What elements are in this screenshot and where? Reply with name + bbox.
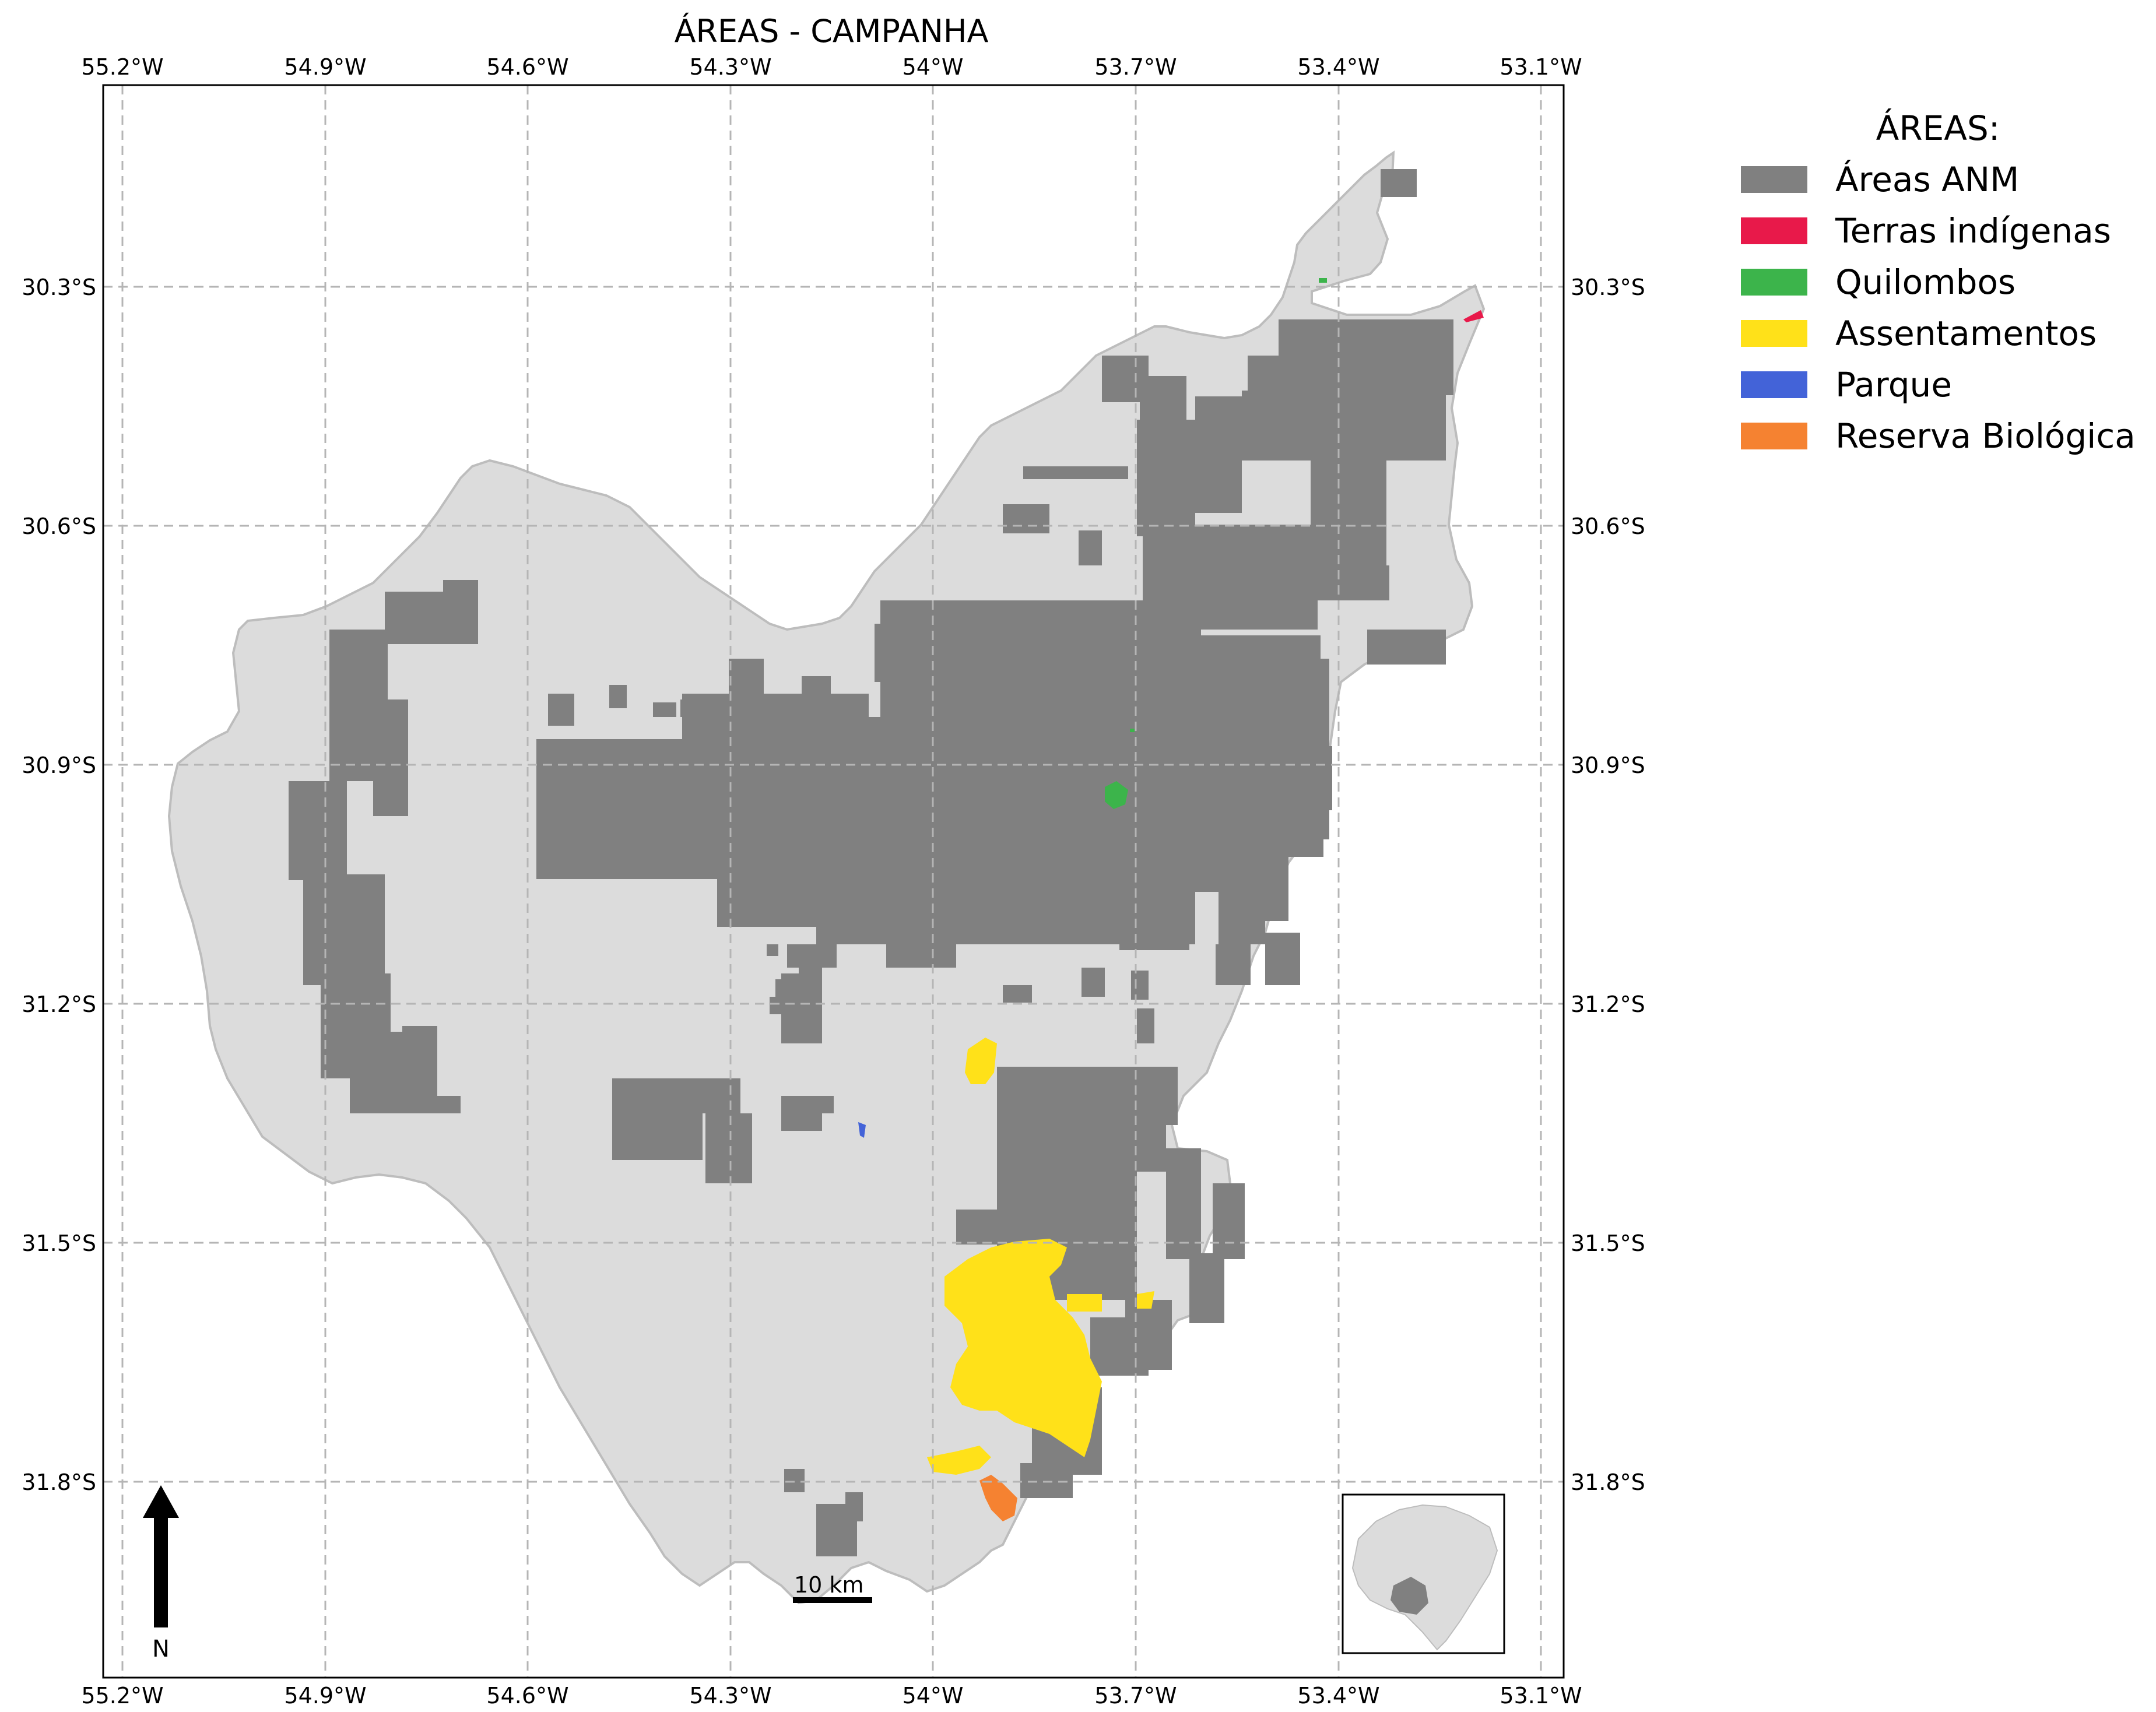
legend-item-label: Quilombos: [1835, 262, 2015, 302]
lon-tick-label: 53.1°W: [1500, 54, 1582, 80]
lat-tick-label: 31.2°S: [22, 992, 96, 1017]
scale-bar-label: 10 km: [794, 1572, 863, 1598]
lon-tick-label: 53.1°W: [1500, 1683, 1582, 1709]
north-arrow: N: [143, 1485, 179, 1662]
inset-locator-map: [1342, 1493, 1505, 1654]
lat-tick-label: 31.5°S: [22, 1231, 96, 1256]
lat-tick-label: 30.3°S: [22, 275, 96, 300]
scale-bar: 10 km: [793, 1572, 872, 1603]
legend-item-label: Áreas ANM: [1835, 159, 2019, 199]
parque-area: [858, 1122, 866, 1138]
lat-tick-label: 31.5°S: [1571, 1231, 1645, 1256]
north-label: N: [152, 1636, 170, 1662]
lat-tick-label: 30.9°S: [22, 753, 96, 778]
lat-tick-label: 31.2°S: [1571, 992, 1645, 1017]
lat-tick-label: 30.9°S: [1571, 753, 1645, 778]
legend-swatch-reserva-biologica: [1741, 423, 1807, 449]
lon-tick-label: 55.2°W: [81, 54, 163, 80]
longitude-labels-bottom: 55.2°W 54.9°W 54.6°W 54.3°W 54°W 53.7°W …: [81, 1683, 1582, 1709]
quilombos-layer: [1105, 278, 1327, 809]
legend-title: ÁREAS:: [1876, 108, 2000, 148]
lat-tick-label: 31.8°S: [1571, 1470, 1645, 1495]
legend-swatch-assentamentos: [1741, 320, 1807, 347]
lon-tick-label: 54.3°W: [689, 54, 771, 80]
longitude-labels-top: 55.2°W 54.9°W 54.6°W 54.3°W 54°W 53.7°W …: [81, 54, 1582, 80]
lon-tick-label: 53.4°W: [1297, 54, 1379, 80]
lon-tick-label: 54.9°W: [284, 1683, 366, 1709]
lon-tick-label: 54.6°W: [486, 54, 568, 80]
legend-item-label: Parque: [1835, 365, 1952, 405]
lon-tick-label: 54.9°W: [284, 54, 366, 80]
legend-swatch-terras-indigenas: [1741, 217, 1807, 244]
lat-tick-label: 30.6°S: [1571, 514, 1645, 539]
lat-tick-label: 30.6°S: [22, 514, 96, 539]
reserva-biologica-area: [979, 1475, 1017, 1521]
legend: ÁREAS: Áreas ANM Terras indígenas Quilom…: [1741, 108, 2136, 456]
graticule: [103, 85, 1564, 1678]
lon-tick-label: 54.3°W: [689, 1683, 771, 1709]
latitude-labels-left: 30.3°S 30.6°S 30.9°S 31.2°S 31.5°S 31.8°…: [22, 275, 96, 1495]
lon-tick-label: 55.2°W: [81, 1683, 163, 1709]
lon-tick-label: 54.6°W: [486, 1683, 568, 1709]
lon-tick-label: 54°W: [903, 1683, 964, 1709]
legend-item-label: Reserva Biológica: [1835, 416, 2136, 456]
legend-swatch-anm: [1741, 166, 1807, 193]
latitude-labels-right: 30.3°S 30.6°S 30.9°S 31.2°S 31.5°S 31.8°…: [1571, 275, 1645, 1495]
map-title: ÁREAS - CAMPANHA: [675, 13, 989, 50]
map-frame: [102, 84, 1565, 1679]
lon-tick-label: 53.7°W: [1094, 1683, 1177, 1709]
legend-item-label: Assentamentos: [1835, 314, 2097, 353]
assentamentos-layer: [927, 1038, 1154, 1475]
legend-swatch-quilombos: [1741, 269, 1807, 296]
legend-swatch-parque: [1741, 371, 1807, 398]
lon-tick-label: 53.4°W: [1297, 1683, 1379, 1709]
lat-tick-label: 31.8°S: [22, 1470, 96, 1495]
anm-areas-layer: [289, 169, 1453, 1556]
terras-indigenas-area: [1463, 310, 1484, 322]
lon-tick-label: 53.7°W: [1094, 54, 1177, 80]
legend-item-label: Terras indígenas: [1835, 211, 2111, 251]
lat-tick-label: 30.3°S: [1571, 275, 1645, 300]
lon-tick-label: 54°W: [903, 54, 964, 80]
